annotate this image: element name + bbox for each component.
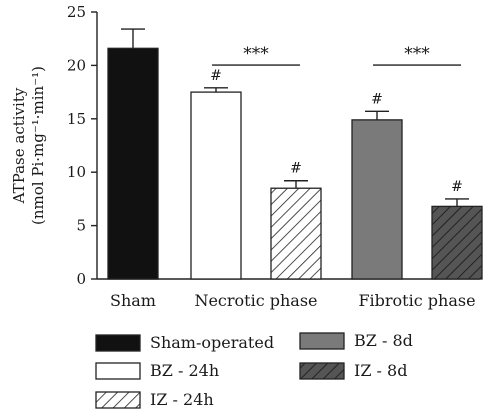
y-tick-label: 10 xyxy=(67,163,86,181)
legend-label: BZ - 8d xyxy=(354,331,413,350)
category-label: Necrotic phase xyxy=(194,291,317,310)
legend-label: BZ - 24h xyxy=(150,361,219,380)
bar xyxy=(270,187,322,280)
significance-marker: # xyxy=(451,179,463,195)
legend-swatch xyxy=(299,362,345,380)
y-axis-label-line2: (nmol Pi·mg⁻¹·min⁻¹) xyxy=(29,66,47,225)
significance-stars: *** xyxy=(404,44,430,64)
y-tick-label: 5 xyxy=(76,217,86,235)
legend-swatch xyxy=(95,391,141,409)
bar xyxy=(351,119,403,280)
y-axis-label-line1: ATPase activity xyxy=(10,87,28,204)
significance-marker: # xyxy=(210,68,222,84)
category-label: Sham xyxy=(110,291,156,310)
legend-label: IZ - 24h xyxy=(150,390,214,409)
plot-area: 0 5 10 15 20 25 ATPase activity(nmol Pi·mg⁻¹·m… xyxy=(10,3,483,310)
bar xyxy=(190,91,242,280)
bar xyxy=(107,47,159,280)
bar xyxy=(431,205,483,280)
y-tick-label: 15 xyxy=(67,110,86,128)
legend-swatch xyxy=(95,334,141,352)
significance-marker: # xyxy=(290,161,302,177)
legend: Sham-operated BZ - 8d BZ - 24h IZ - 8d IZ - … xyxy=(95,331,413,409)
y-axis-label: ATPase activity(nmol Pi·mg⁻¹·min⁻¹) xyxy=(10,66,47,225)
legend-label: IZ - 8d xyxy=(354,361,407,380)
legend-swatch xyxy=(95,362,141,380)
legend-swatch xyxy=(299,332,345,350)
significance-marker: # xyxy=(371,91,383,107)
significance-stars: *** xyxy=(243,44,269,64)
legend-label: Sham-operated xyxy=(150,333,274,352)
y-tick-label: 25 xyxy=(67,3,86,21)
category-label: Fibrotic phase xyxy=(358,291,475,310)
y-tick-label: 0 xyxy=(76,270,86,288)
y-tick-label: 20 xyxy=(67,56,86,74)
